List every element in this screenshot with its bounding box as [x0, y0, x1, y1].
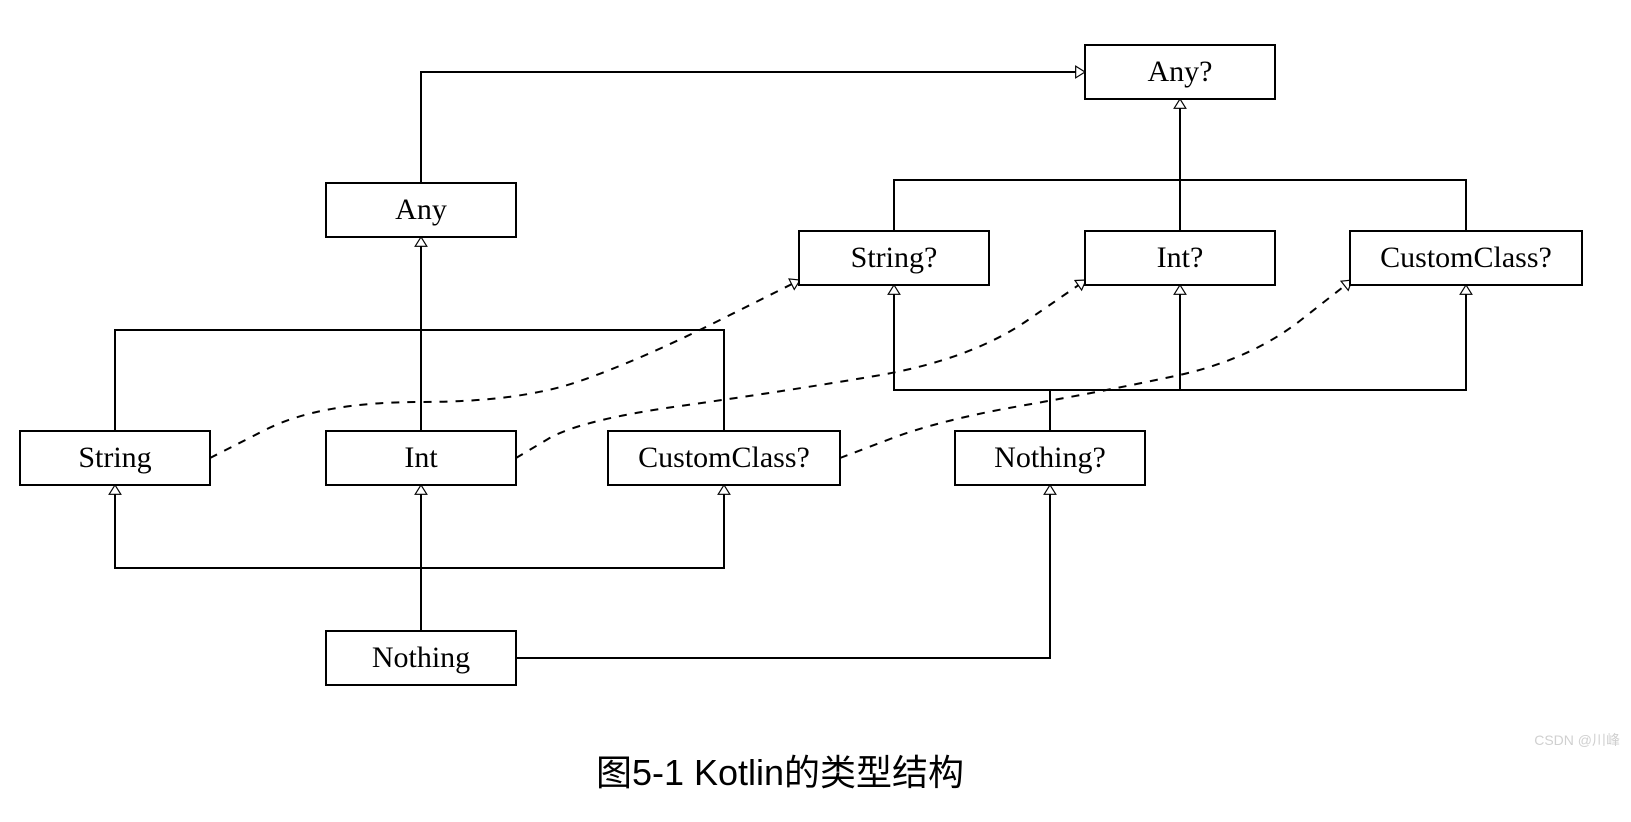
node-cc_q: CustomClass? — [1350, 231, 1582, 285]
node-nothing_q: Nothing? — [955, 431, 1145, 485]
node-label-cc_q: CustomClass? — [1380, 241, 1552, 274]
node-string_q: String? — [799, 231, 989, 285]
node-any: Any — [326, 183, 516, 237]
node-label-cc: CustomClass? — [638, 441, 810, 474]
node-int_q: Int? — [1085, 231, 1275, 285]
node-label-string_q: String? — [851, 241, 938, 274]
node-label-nothing: Nothing — [372, 641, 470, 674]
node-label-any_q: Any? — [1148, 55, 1213, 88]
node-string: String — [20, 431, 210, 485]
diagram-background — [0, 0, 1631, 822]
node-label-int_q: Int? — [1157, 241, 1204, 274]
node-label-nothing_q: Nothing? — [994, 441, 1106, 474]
node-cc: CustomClass? — [608, 431, 840, 485]
node-label-int: Int — [404, 441, 438, 474]
node-nothing: Nothing — [326, 631, 516, 685]
figure-caption: 图5-1 Kotlin的类型结构 — [596, 752, 964, 793]
node-label-any: Any — [395, 193, 447, 226]
node-any_q: Any? — [1085, 45, 1275, 99]
node-int: Int — [326, 431, 516, 485]
watermark-text: CSDN @川峰 — [1534, 732, 1620, 748]
node-label-string: String — [78, 441, 151, 474]
